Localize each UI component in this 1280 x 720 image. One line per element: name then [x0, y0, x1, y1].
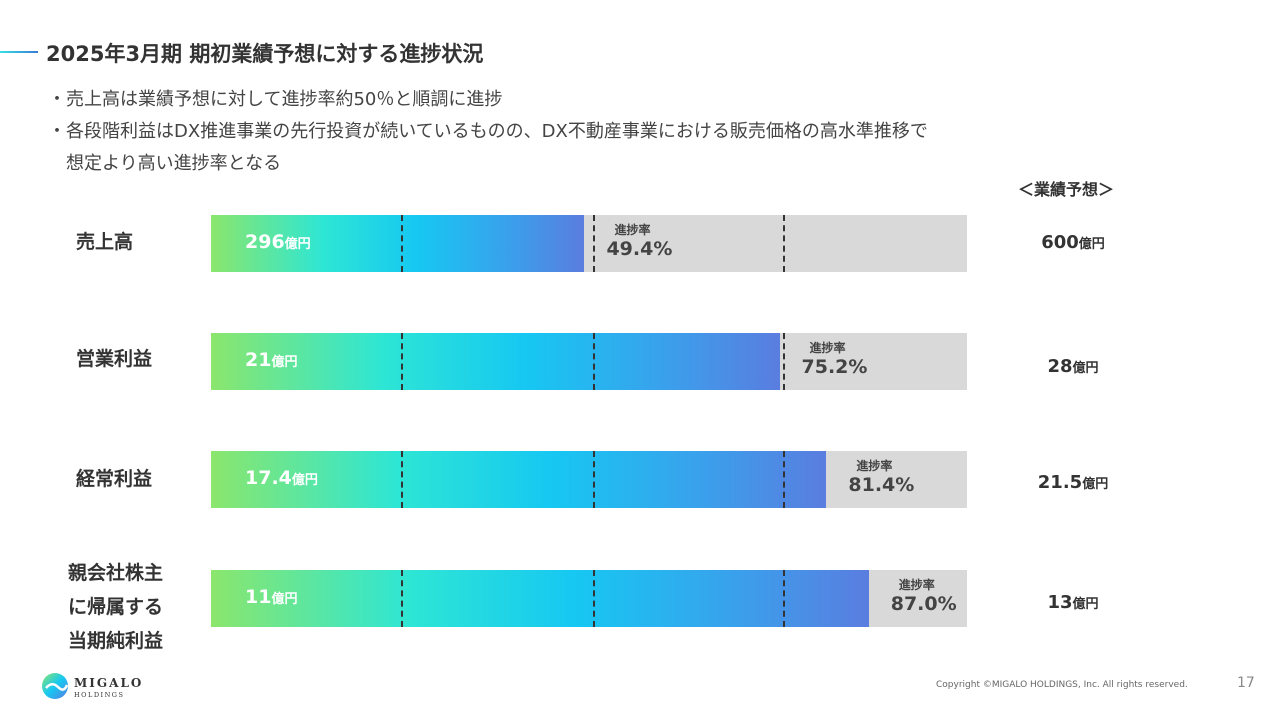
- category-label-line: 経常利益: [76, 468, 153, 490]
- logo-wordmark: MIGALO HOLDINGS: [74, 676, 143, 699]
- forecast-header: ＜業績予想＞: [1018, 180, 1115, 199]
- progress-bar: [211, 451, 827, 508]
- rate-caption: 進捗率: [898, 578, 935, 592]
- rate-value: 81.4%: [848, 474, 915, 496]
- gridline: [783, 333, 785, 390]
- gridline: [593, 451, 595, 508]
- progress-bar: [211, 333, 780, 390]
- forecast-value: 600: [1041, 232, 1079, 253]
- forecast-value: 21.5: [1037, 472, 1083, 493]
- rate-caption: 進捗率: [614, 223, 651, 237]
- category-label-line: 当期純利益: [68, 630, 164, 652]
- category-label-line: 売上高: [76, 231, 134, 253]
- copyright: Copyright ©MIGALO HOLDINGS, Inc. All rig…: [936, 680, 1188, 690]
- title-accent-line: [0, 51, 38, 53]
- actual-value-label: 21億円: [245, 349, 297, 371]
- forecast-unit: 億円: [1072, 597, 1099, 612]
- gridline: [783, 570, 785, 627]
- actual-unit: 億円: [271, 355, 298, 370]
- page-title: 2025年3月期 期初業績予想に対する進捗状況: [46, 42, 484, 66]
- gridline: [401, 451, 403, 508]
- actual-value: 17.4: [245, 467, 292, 489]
- actual-unit: 億円: [271, 592, 298, 607]
- bullet-dot: ・: [48, 121, 66, 142]
- progress-bar: [211, 570, 869, 627]
- category-label: 営業利益: [76, 342, 152, 376]
- bullet-text: 売上高は業績予想に対して進捗率約50％と順調に進捗: [66, 89, 503, 110]
- forecast-value-label: 13億円: [1047, 592, 1098, 613]
- gridline: [401, 570, 403, 627]
- progress-rate-label: 進捗率 87.0%: [891, 576, 957, 615]
- progress-bar: [211, 215, 585, 272]
- gridline: [401, 215, 403, 272]
- bar-track: 296億円 進捗率 49.4%: [211, 215, 967, 272]
- gridline: [593, 215, 595, 272]
- forecast-value-label: 28億円: [1047, 356, 1098, 377]
- bullet-list: ・売上高は業績予想に対して進捗率約50％と順調に進捗 ・各段階利益はDX推進事業…: [48, 84, 928, 180]
- actual-unit: 億円: [284, 237, 311, 252]
- bullet-text: 各段階利益はDX推進事業の先行投資が続いているものの、DX不動産事業における販売…: [66, 121, 928, 142]
- category-label-line: に帰属する: [68, 596, 164, 618]
- actual-value: 21: [245, 349, 272, 371]
- progress-rate-label: 進捗率 81.4%: [848, 457, 914, 496]
- forecast-value-label: 21.5億円: [1038, 472, 1108, 493]
- category-label-line: 親会社株主: [68, 562, 164, 584]
- page-number: 17: [1237, 675, 1255, 691]
- actual-value: 11: [245, 586, 272, 608]
- gridline: [783, 215, 785, 272]
- forecast-unit: 億円: [1082, 477, 1109, 492]
- forecast-value-label: 600億円: [1041, 232, 1105, 253]
- progress-rate-label: 進捗率 75.2%: [802, 339, 868, 378]
- bullet-item: ・売上高は業績予想に対して進捗率約50％と順調に進捗: [48, 84, 928, 116]
- bullet-item: ・各段階利益はDX推進事業の先行投資が続いているものの、DX不動産事業における販…: [48, 116, 928, 148]
- rate-value: 75.2%: [801, 356, 868, 378]
- bullet-item-continuation: 想定より高い進捗率となる: [66, 153, 282, 174]
- rate-value: 49.4%: [606, 238, 673, 260]
- category-label: 経常利益: [76, 462, 152, 496]
- bar-track: 21億円 進捗率 75.2%: [211, 333, 967, 390]
- bar-track: 11億円 進捗率 87.0%: [211, 570, 967, 627]
- gridline: [783, 451, 785, 508]
- bullet-dot: ・: [48, 89, 66, 110]
- rate-caption: 進捗率: [809, 341, 846, 355]
- logo-sub: HOLDINGS: [74, 691, 125, 699]
- actual-value-label: 17.4億円: [245, 467, 318, 489]
- category-label: 売上高: [76, 225, 133, 259]
- gridline: [593, 570, 595, 627]
- category-label: 親会社株主に帰属する当期純利益: [68, 556, 163, 658]
- forecast-unit: 億円: [1072, 361, 1099, 376]
- actual-value-label: 296億円: [245, 231, 311, 253]
- bar-track: 17.4億円 進捗率 81.4%: [211, 451, 967, 508]
- migalo-logo-icon: [42, 673, 69, 699]
- forecast-value: 13: [1047, 592, 1073, 613]
- progress-rate-label: 進捗率 49.4%: [606, 221, 672, 260]
- logo-name: MIGALO: [74, 676, 144, 690]
- rate-value: 87.0%: [890, 593, 957, 615]
- rate-caption: 進捗率: [856, 459, 893, 473]
- gridline: [593, 333, 595, 390]
- actual-value-label: 11億円: [245, 586, 297, 608]
- actual-unit: 億円: [291, 473, 318, 488]
- gridline: [401, 333, 403, 390]
- category-label-line: 営業利益: [76, 348, 153, 370]
- forecast-value: 28: [1047, 356, 1073, 377]
- forecast-unit: 億円: [1078, 237, 1105, 252]
- actual-value: 296: [245, 231, 285, 253]
